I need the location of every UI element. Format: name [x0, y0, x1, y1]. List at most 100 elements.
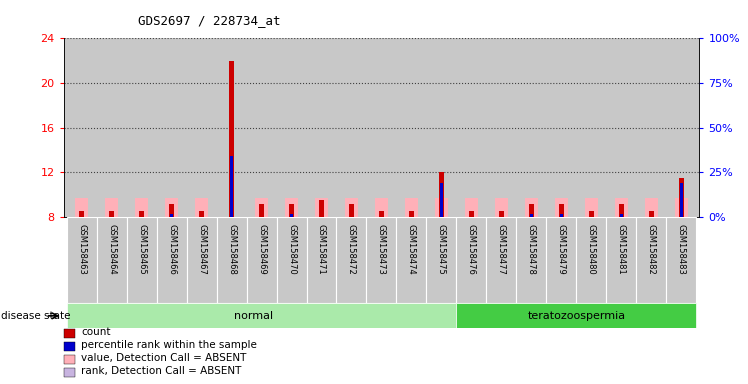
Bar: [465, 198, 478, 217]
Bar: [290, 214, 293, 217]
Text: GSM158478: GSM158478: [527, 224, 536, 275]
Bar: [678, 178, 684, 217]
Text: GSM158477: GSM158477: [497, 224, 506, 275]
Text: GSM158483: GSM158483: [677, 224, 686, 275]
Text: GSM158468: GSM158468: [227, 224, 236, 275]
Text: GSM158463: GSM158463: [77, 224, 86, 275]
Bar: [619, 215, 624, 217]
Bar: [408, 211, 414, 217]
Bar: [469, 211, 474, 217]
Bar: [559, 204, 564, 217]
Bar: [289, 215, 294, 217]
Text: GSM158466: GSM158466: [167, 224, 176, 275]
Bar: [135, 198, 148, 217]
Text: GSM158472: GSM158472: [347, 224, 356, 275]
Bar: [405, 198, 418, 217]
Bar: [426, 217, 456, 303]
Bar: [375, 198, 388, 217]
Bar: [139, 211, 144, 217]
Bar: [486, 217, 516, 303]
Bar: [494, 198, 508, 217]
Bar: [109, 211, 114, 217]
Bar: [216, 217, 247, 303]
Bar: [529, 204, 534, 217]
Text: GSM158479: GSM158479: [557, 224, 566, 275]
Bar: [156, 217, 186, 303]
Bar: [349, 204, 355, 217]
Bar: [64, 329, 75, 338]
Bar: [396, 217, 426, 303]
Text: GSM158480: GSM158480: [587, 224, 596, 275]
Bar: [615, 198, 628, 217]
Text: value, Detection Call = ABSENT: value, Detection Call = ABSENT: [82, 353, 247, 363]
Bar: [169, 215, 174, 217]
Bar: [277, 217, 307, 303]
Bar: [199, 215, 203, 217]
Bar: [165, 198, 178, 217]
Text: GSM158471: GSM158471: [317, 224, 326, 275]
Bar: [199, 211, 204, 217]
Bar: [675, 198, 688, 217]
Bar: [229, 61, 234, 217]
Bar: [230, 215, 234, 217]
Bar: [75, 198, 88, 217]
Bar: [307, 217, 337, 303]
Bar: [499, 215, 503, 217]
Bar: [319, 215, 324, 217]
Text: normal: normal: [234, 311, 274, 321]
Bar: [499, 211, 504, 217]
Bar: [169, 204, 174, 217]
Bar: [105, 198, 118, 217]
Bar: [67, 303, 456, 328]
Bar: [378, 211, 384, 217]
Text: GSM158464: GSM158464: [107, 224, 116, 275]
Bar: [440, 184, 443, 217]
Bar: [170, 214, 173, 217]
Bar: [349, 215, 354, 217]
Bar: [585, 198, 598, 217]
Text: GSM158470: GSM158470: [287, 224, 296, 275]
Bar: [589, 211, 594, 217]
Bar: [79, 215, 84, 217]
Text: GSM158476: GSM158476: [467, 224, 476, 275]
Text: teratozoospermia: teratozoospermia: [527, 311, 625, 321]
Text: GSM158481: GSM158481: [617, 224, 626, 275]
Bar: [560, 215, 564, 217]
Bar: [285, 198, 298, 217]
Bar: [247, 217, 277, 303]
Bar: [456, 217, 486, 303]
Text: GSM158469: GSM158469: [257, 224, 266, 275]
Bar: [589, 215, 594, 217]
Text: GSM158474: GSM158474: [407, 224, 416, 275]
Bar: [529, 215, 533, 217]
Text: GSM158467: GSM158467: [197, 224, 206, 275]
Text: GDS2697 / 228734_at: GDS2697 / 228734_at: [138, 14, 281, 27]
Bar: [64, 342, 75, 351]
Bar: [469, 215, 473, 217]
Bar: [289, 204, 294, 217]
Bar: [319, 200, 324, 217]
Bar: [259, 204, 264, 217]
Text: GSM158473: GSM158473: [377, 224, 386, 275]
Bar: [315, 198, 328, 217]
Bar: [547, 217, 577, 303]
Bar: [680, 184, 683, 217]
Text: GSM158482: GSM158482: [647, 224, 656, 275]
Bar: [645, 198, 658, 217]
Bar: [96, 217, 126, 303]
Bar: [637, 217, 666, 303]
Bar: [64, 368, 75, 377]
Bar: [67, 217, 96, 303]
Bar: [607, 217, 637, 303]
Bar: [409, 215, 414, 217]
Bar: [577, 217, 607, 303]
Bar: [456, 303, 696, 328]
Bar: [230, 156, 233, 217]
Bar: [109, 215, 114, 217]
Bar: [79, 211, 85, 217]
Bar: [345, 198, 358, 217]
Bar: [337, 217, 367, 303]
Bar: [255, 198, 269, 217]
Bar: [439, 172, 444, 217]
Bar: [516, 217, 547, 303]
